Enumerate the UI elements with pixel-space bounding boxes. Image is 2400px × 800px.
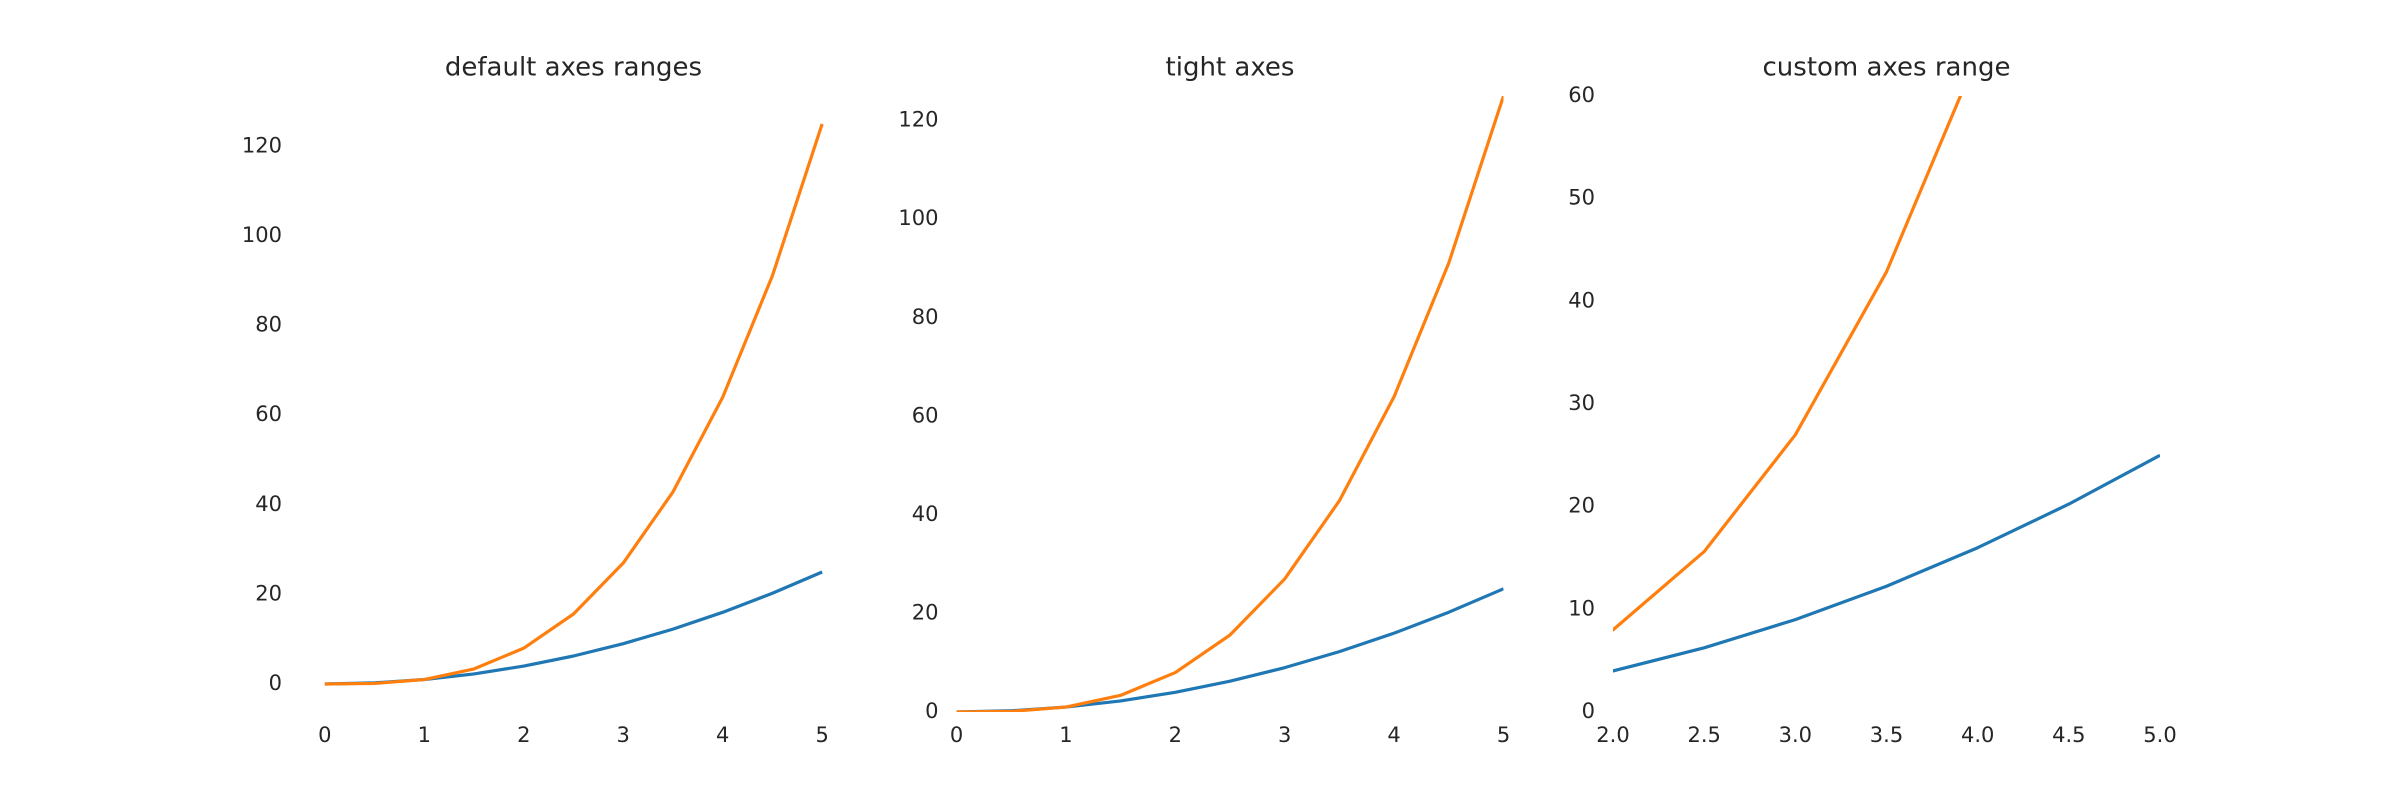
y-tick-label: 0 bbox=[925, 699, 938, 723]
subplot: custom axes range 0 10 20 30 40 50 60 2.0 2.5 3.0 3… bbox=[1568, 53, 2176, 748]
y-tick-label: 60 bbox=[255, 402, 282, 426]
x-tick-label: 5 bbox=[815, 723, 828, 747]
subplot-title: tight axes bbox=[1166, 53, 1295, 83]
y-tick-label: 100 bbox=[898, 206, 938, 230]
x-tick-label: 5 bbox=[1497, 723, 1510, 747]
x-tick-label: 3.5 bbox=[1870, 723, 1903, 747]
y-tick-label: 60 bbox=[912, 403, 939, 427]
data-line bbox=[956, 587, 1504, 712]
y-tick-label: 80 bbox=[255, 313, 282, 337]
x-tick-label: 5.0 bbox=[2143, 723, 2176, 747]
x-tick-label: 3 bbox=[617, 723, 630, 747]
x-tick-label: 4 bbox=[1387, 723, 1400, 747]
data-line bbox=[1613, 96, 1963, 632]
data-line bbox=[1613, 453, 2160, 673]
subplot-title: custom axes range bbox=[1763, 53, 2011, 83]
x-tick-label: 4.0 bbox=[1961, 723, 1994, 747]
subplot-title: default axes ranges bbox=[445, 53, 702, 83]
y-tick-label: 120 bbox=[242, 133, 282, 157]
x-tick-label: 0 bbox=[318, 723, 331, 747]
y-tick-label: 10 bbox=[1568, 596, 1595, 620]
x-tick-label: 4 bbox=[716, 723, 729, 747]
subplot: default axes ranges 0 20 40 60 80 100 120 0 1 2 3 4 5 bbox=[242, 53, 829, 748]
x-tick-label: 2.0 bbox=[1596, 723, 1629, 747]
x-tick-label: 1 bbox=[1059, 723, 1072, 747]
y-tick-label: 20 bbox=[255, 581, 282, 605]
x-tick-label: 2.5 bbox=[1687, 723, 1720, 747]
x-tick-label: 2 bbox=[1169, 723, 1182, 747]
y-tick-label: 40 bbox=[912, 502, 939, 526]
x-tick-label: 4.5 bbox=[2052, 723, 2085, 747]
x-tick-label: 3.0 bbox=[1779, 723, 1812, 747]
data-line bbox=[324, 570, 823, 686]
x-tick-label: 0 bbox=[950, 723, 963, 747]
y-tick-label: 120 bbox=[898, 108, 938, 132]
y-tick-label: 40 bbox=[1568, 288, 1595, 312]
subplot: tight axes 0 20 40 60 80 100 120 0 1 2 3 4 5 bbox=[898, 53, 1510, 748]
x-tick-label: 1 bbox=[418, 723, 431, 747]
y-tick-label: 0 bbox=[1582, 699, 1595, 723]
y-tick-label: 80 bbox=[912, 305, 939, 329]
x-tick-label: 2 bbox=[517, 723, 530, 747]
y-tick-label: 0 bbox=[269, 671, 282, 695]
y-tick-label: 50 bbox=[1568, 186, 1595, 210]
y-tick-label: 20 bbox=[912, 600, 939, 624]
y-tick-label: 60 bbox=[1568, 83, 1595, 107]
data-line bbox=[956, 96, 1504, 712]
y-tick-label: 100 bbox=[242, 223, 282, 247]
y-tick-label: 30 bbox=[1568, 391, 1595, 415]
y-tick-label: 20 bbox=[1568, 494, 1595, 518]
y-tick-label: 40 bbox=[255, 492, 282, 516]
data-line bbox=[324, 123, 824, 686]
x-tick-label: 3 bbox=[1278, 723, 1291, 747]
